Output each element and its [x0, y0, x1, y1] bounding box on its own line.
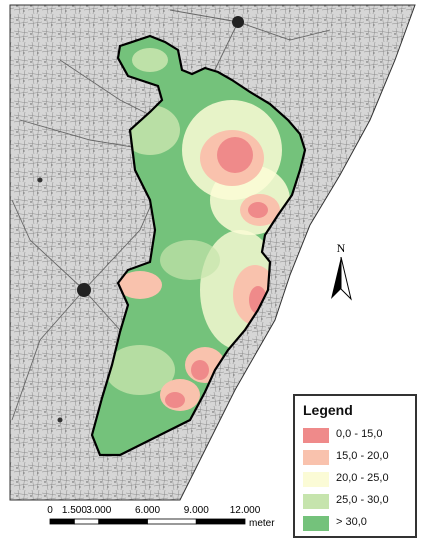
- legend-item: 25,0 - 30,0: [303, 492, 415, 512]
- legend-item: > 30,0: [303, 514, 415, 534]
- legend-title: Legend: [303, 402, 353, 418]
- legend-label: 0,0 - 15,0: [336, 428, 383, 440]
- scale-bar-graphic: [49, 518, 246, 525]
- legend-swatch: [303, 428, 329, 443]
- scale-segment: [73, 518, 100, 525]
- scale-tick-label: 1.500: [61, 505, 87, 516]
- scale-segment: [147, 518, 197, 525]
- legend-swatch: [303, 472, 329, 487]
- legend-item: 0,0 - 15,0: [303, 426, 415, 446]
- scale-segment: [98, 518, 148, 525]
- study-area-boundary: [90, 34, 307, 457]
- scale-segment: [49, 518, 75, 525]
- legend-item: 15,0 - 20,0: [303, 448, 415, 468]
- north-arrow-icon: [331, 257, 352, 301]
- scale-bar: 0 1.500 3.000 6.000 9.000 12.000 meter: [40, 505, 300, 535]
- north-arrow: N: [329, 241, 353, 301]
- north-label: N: [336, 241, 346, 255]
- legend-swatch: [303, 494, 329, 509]
- legend-label: 20,0 - 25,0: [336, 472, 389, 484]
- map-legend: Legend 0,0 - 15,0 15,0 - 20,0 20,0 - 25,…: [293, 394, 417, 538]
- legend-item: 20,0 - 25,0: [303, 470, 415, 490]
- legend-label: > 30,0: [336, 516, 367, 528]
- scale-tick-label: 12.000: [229, 505, 261, 516]
- scale-tick-label: 3.000: [86, 505, 112, 516]
- scale-segment: [195, 518, 246, 525]
- town-markers: [37, 16, 244, 423]
- scale-tick-label: 6.000: [134, 505, 161, 516]
- scale-tick-label: 9.000: [183, 505, 209, 516]
- legend-label: 25,0 - 30,0: [336, 494, 389, 506]
- scale-tick-label: 0: [47, 505, 53, 516]
- legend-swatch: [303, 516, 329, 531]
- legend-label: 15,0 - 20,0: [336, 450, 389, 462]
- scale-unit: meter: [249, 518, 275, 529]
- legend-swatch: [303, 450, 329, 465]
